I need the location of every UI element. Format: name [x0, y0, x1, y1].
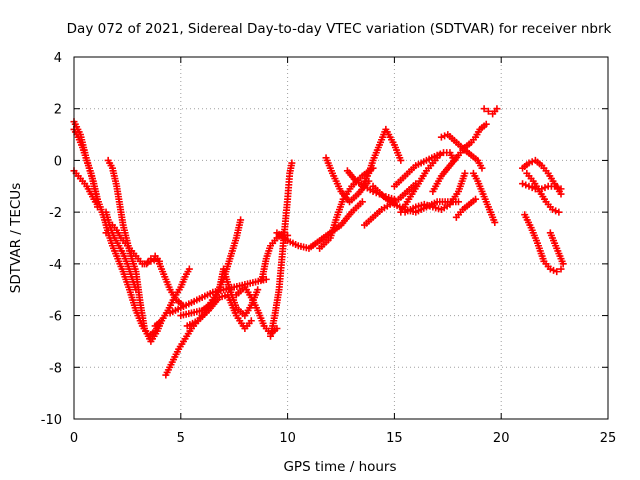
x-tick-label: 20 [493, 431, 510, 446]
data-point [461, 169, 469, 177]
data-point [185, 265, 193, 273]
series-arc-c [70, 167, 99, 206]
series-arc-o [258, 229, 292, 283]
data-point [546, 265, 554, 273]
series-arc-l [183, 291, 255, 332]
plot-frame [73, 56, 609, 420]
y-tick-label: -10 [41, 413, 62, 428]
data-point [91, 198, 99, 206]
data-point [491, 218, 499, 226]
data-point [522, 181, 530, 189]
data-point [554, 184, 562, 192]
series-arc-aa [437, 131, 486, 172]
y-tick-label: -2 [49, 206, 62, 221]
series-arc-t [358, 125, 405, 190]
series-arc-w [390, 149, 458, 190]
y-tick-label: -8 [49, 361, 62, 376]
chart-title: Day 072 of 2021, Sidereal Day-to-day VTE… [67, 21, 612, 37]
data-point [472, 195, 480, 203]
data-point [525, 182, 533, 190]
y-axis-label: SDTVAR / TECUs [8, 183, 24, 293]
data-point [254, 286, 262, 294]
data-point [493, 105, 501, 113]
data-point [528, 184, 536, 192]
series-arc-i [151, 265, 193, 330]
data-point [552, 207, 560, 215]
data-point [559, 260, 567, 268]
data-point [555, 208, 563, 216]
data-point [288, 159, 296, 167]
series-arc-ac [452, 195, 480, 221]
data-point [144, 259, 152, 267]
grid [74, 57, 608, 419]
x-tick-label: 5 [177, 431, 185, 446]
x-tick-label: 10 [279, 431, 296, 446]
data-point [132, 286, 140, 294]
x-tick-label: 15 [386, 431, 403, 446]
data-point [541, 184, 549, 192]
data-point [482, 120, 490, 128]
series-arc-ab [469, 169, 499, 226]
data-point [147, 257, 155, 265]
data-point [548, 206, 556, 214]
data-point [437, 133, 445, 141]
data-point [484, 107, 492, 115]
y-tick-label: 2 [54, 103, 62, 118]
x-axis-label: GPS time / hours [283, 459, 396, 475]
series-arc-ag [523, 169, 563, 216]
data-point [551, 182, 559, 190]
series-arc-ah [521, 211, 565, 276]
series-arc-ae [519, 156, 565, 198]
series-arc-n [267, 159, 296, 340]
series-arc-ai [546, 229, 567, 268]
data-point [397, 156, 405, 164]
data-point [435, 151, 443, 159]
data-point [247, 317, 255, 325]
data-point [478, 164, 486, 172]
data-point [358, 198, 366, 206]
data-point [150, 256, 158, 264]
y-tick-label: -4 [49, 258, 62, 273]
y-tick-label: 4 [54, 51, 62, 66]
data-point [480, 105, 488, 113]
data-point [140, 260, 148, 268]
data-point [557, 185, 565, 193]
data-point [550, 266, 558, 274]
data-point [454, 198, 462, 206]
data-point [436, 150, 444, 158]
data-point [237, 216, 245, 224]
series-arc-ad [480, 105, 501, 118]
y-tick-label: 0 [54, 154, 62, 169]
series-arc-y [401, 169, 469, 216]
series-arc-x [397, 151, 443, 216]
data-point [525, 159, 533, 167]
y-tick-label: -6 [49, 310, 62, 325]
data-point [519, 180, 527, 188]
data-point [557, 265, 565, 273]
x-tick-label: 0 [70, 431, 78, 446]
x-tick-label: 25 [600, 431, 617, 446]
data-point [553, 268, 561, 276]
data-points [70, 105, 567, 379]
series-arc-u [360, 180, 420, 229]
series-arc-e [102, 208, 140, 294]
series-arc-j [166, 275, 270, 317]
